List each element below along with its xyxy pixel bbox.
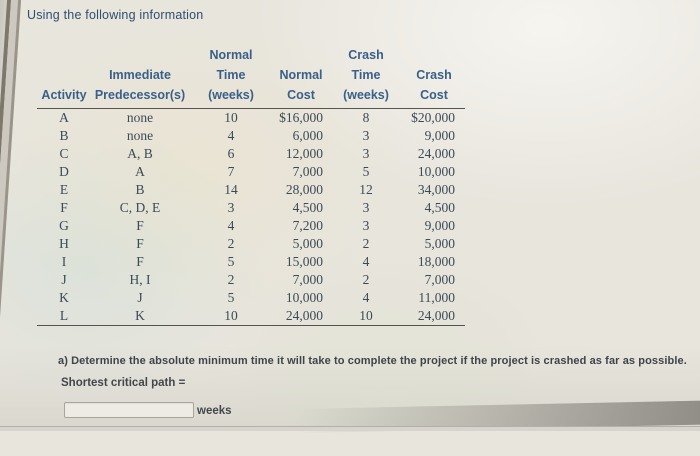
- normal-cost-cell: 4,500: [292, 200, 323, 216]
- normal-cost-cell: $16,000: [279, 110, 323, 126]
- table-row: I F 5 15,000 4 18,000: [37, 253, 465, 271]
- column-header: Crash Time (weeks): [329, 46, 403, 110]
- predecessor-cell: F: [136, 254, 144, 270]
- normal-time-cell: 10: [224, 110, 238, 126]
- table-row: J H, I 2 7,000 2 7,000: [37, 271, 465, 289]
- activity-cell: G: [59, 218, 69, 234]
- crash-time-cell: 3: [362, 200, 370, 216]
- normal-cost-cell: 10,000: [285, 290, 323, 306]
- activity-cell: C: [59, 146, 69, 162]
- predecessor-cell: F: [136, 218, 144, 234]
- activity-cell: J: [61, 272, 67, 288]
- crash-time-cell: 3: [362, 128, 370, 144]
- question-part-a: a) Determine the absolute minimum time i…: [58, 355, 687, 367]
- predecessor-cell: none: [126, 110, 154, 126]
- page-title: Using the following information: [27, 8, 204, 22]
- normal-time-cell: 4: [227, 128, 235, 144]
- normal-cost-cell: 15,000: [285, 254, 323, 270]
- normal-time-cell: 4: [227, 218, 235, 234]
- column-header: Normal Cost: [273, 46, 329, 110]
- table-row: H F 2 5,000 2 5,000: [37, 235, 465, 253]
- activity-cell: H: [59, 236, 69, 252]
- column-header: Immediate Predecessor(s): [91, 46, 189, 110]
- normal-time-cell: 14: [224, 182, 238, 198]
- predecessor-cell: K: [91, 307, 189, 327]
- normal-cost-cell: 6,000: [292, 128, 323, 144]
- activity-cell: I: [61, 254, 67, 270]
- shortest-critical-path-label: Shortest critical path =: [61, 377, 186, 389]
- crash-cost-cell: 24,000: [403, 307, 465, 327]
- predecessor-cell: A: [135, 164, 145, 180]
- activity-cell: B: [59, 128, 69, 144]
- predecessor-cell: H, I: [129, 272, 151, 288]
- column-header: Activity: [37, 46, 91, 110]
- crash-cost-cell: 34,000: [417, 182, 455, 198]
- activity-cell: D: [59, 164, 69, 180]
- crash-time-cell: 2: [362, 272, 370, 288]
- answer-input[interactable]: [64, 402, 194, 418]
- table-row: C A, B 6 12,000 3 24,000: [37, 145, 465, 163]
- crash-time-cell: 10: [329, 307, 403, 327]
- crash-time-cell: 2: [362, 236, 370, 252]
- crash-cost-cell: 11,000: [418, 290, 455, 306]
- crash-cost-cell: 18,000: [417, 254, 455, 270]
- table-header-row: Activity Immediate Predecessor(s) Normal T…: [37, 46, 465, 110]
- normal-time-cell: 6: [227, 146, 235, 162]
- normal-cost-cell: 12,000: [285, 146, 323, 162]
- normal-cost-cell: 7,000: [292, 272, 323, 288]
- predecessor-cell: J: [137, 290, 143, 306]
- activity-cell: A: [59, 110, 69, 126]
- normal-time-cell: 7: [227, 164, 235, 180]
- crash-time-cell: 4: [362, 254, 370, 270]
- normal-cost-cell: 7,200: [292, 218, 323, 234]
- predecessor-cell: none: [126, 128, 154, 144]
- crash-cost-cell: 5,000: [424, 236, 455, 252]
- predecessor-cell: A, B: [127, 146, 153, 162]
- crash-cost-cell: $20,000: [411, 110, 455, 126]
- activity-cell: E: [59, 182, 69, 198]
- table-row: D A 7 7,000 5 10,000: [37, 163, 465, 181]
- normal-time-cell: 2: [227, 272, 235, 288]
- crash-time-cell: 12: [359, 182, 373, 198]
- table-row: G F 4 7,200 3 9,000: [37, 217, 465, 235]
- crash-time-cell: 8: [362, 110, 370, 126]
- normal-time-cell: 3: [227, 200, 235, 216]
- crash-time-cell: 5: [362, 164, 370, 180]
- table-row: K J 5 10,000 4 11,000: [37, 289, 465, 307]
- normal-time-cell: 5: [227, 290, 235, 306]
- normal-time-cell: 10: [189, 307, 273, 327]
- crash-cost-cell: 24,000: [417, 146, 455, 162]
- activity-cell: L: [37, 307, 91, 327]
- crash-cost-cell: 10,000: [417, 164, 455, 180]
- predecessor-cell: B: [135, 182, 145, 198]
- column-header: Normal Time (weeks): [189, 46, 273, 110]
- normal-time-cell: 5: [227, 254, 235, 270]
- predecessor-cell: C, D, E: [119, 200, 161, 216]
- crash-time-cell: 4: [362, 290, 370, 306]
- predecessor-cell: F: [136, 236, 144, 252]
- crash-cost-cell: 7,000: [424, 272, 455, 288]
- table-row: F C, D, E 3 4,500 3 4,500: [37, 199, 465, 217]
- normal-cost-cell: 7,000: [292, 164, 323, 180]
- activity-cell: K: [59, 290, 69, 306]
- crash-time-cell: 3: [362, 146, 370, 162]
- crash-cost-cell: 4,500: [424, 200, 455, 216]
- normal-cost-cell: 5,000: [292, 236, 323, 252]
- normal-cost-cell: 24,000: [273, 307, 329, 327]
- activity-cell: F: [60, 200, 68, 216]
- bottom-strip: [0, 426, 700, 431]
- table-row: E B 14 28,000 12 34,000: [37, 181, 465, 199]
- crash-cost-cell: 9,000: [424, 218, 455, 234]
- normal-time-cell: 2: [227, 236, 235, 252]
- weeks-unit-label: weeks: [197, 405, 232, 417]
- crash-time-cell: 3: [362, 218, 370, 234]
- column-header: Crash Cost: [403, 46, 465, 110]
- crash-cost-cell: 9,000: [424, 128, 455, 144]
- crash-cost-table: Activity Immediate Predecessor(s) Normal T…: [37, 46, 465, 327]
- normal-cost-cell: 28,000: [285, 182, 323, 198]
- table-row: L K 10 24,000 10 24,000: [37, 307, 465, 327]
